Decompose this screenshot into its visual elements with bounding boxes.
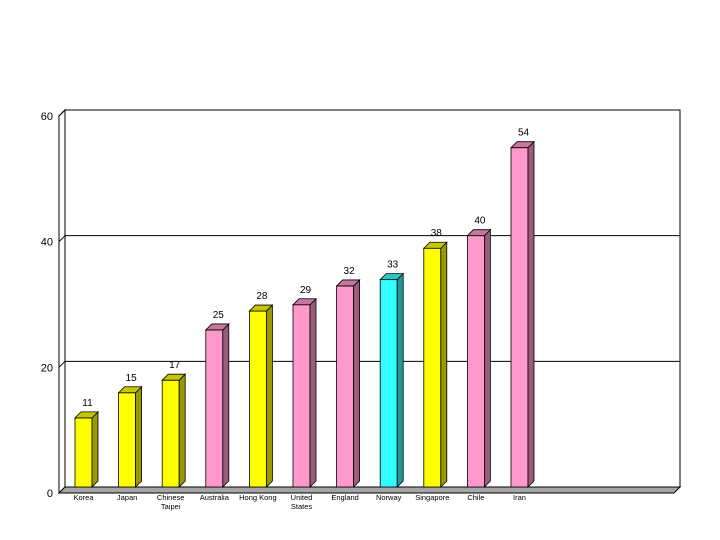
bar-front [510,147,529,488]
bar-side [309,297,317,488]
data-label: 28 [256,291,268,302]
x-tick-label: Chile [467,493,484,502]
plot-frame [57,108,682,495]
bar-top [335,279,361,287]
data-label: 54 [518,128,530,139]
bar-side [396,272,404,488]
bar-front [205,329,224,488]
y-tick-label: 20 [41,362,53,374]
data-labels: 11 15 17 25 28 29 32 33 38 40 54 [82,128,529,409]
bar [248,304,274,488]
y-tick-label: 0 [47,488,53,500]
bar-side [440,241,448,488]
bar-front [118,392,136,488]
side-wall [58,108,66,495]
bar [422,241,448,488]
floor [57,486,682,494]
bar-side [178,373,186,488]
data-label: 29 [300,285,312,296]
bar [379,272,405,488]
bar [292,297,317,488]
gridline-side [58,235,66,243]
y-tick-label: 60 [41,111,53,123]
bar-top [379,273,405,281]
bar-top [510,141,535,149]
back-wall [64,109,681,488]
bar-front [74,417,93,488]
gridline-side [58,109,66,117]
bar-front [423,247,442,488]
bar [74,410,99,488]
bar [466,228,492,488]
x-tick-label: Korea [73,493,94,502]
gridlines [58,109,680,368]
bar-front [466,235,485,488]
bar-top [117,386,143,394]
bar [204,322,230,488]
data-label: 32 [344,266,356,277]
bar-side [527,140,535,488]
bar-top [466,229,492,237]
y-axis-ticks: 0 20 40 60 [41,111,53,500]
bar-top [248,304,274,312]
data-label: 15 [126,373,138,384]
data-label: 11 [82,398,93,409]
data-label: 40 [474,216,486,227]
bar-top [204,323,230,331]
bar [117,385,143,488]
bar-top [161,373,187,381]
bar-front [336,285,355,488]
x-tick-label: Chinese Taipei [157,493,185,511]
x-tick-label: England [331,493,359,502]
data-label: 17 [169,360,181,371]
bar-front [379,279,398,488]
bar-side [353,278,360,488]
data-label: 33 [387,260,399,271]
x-tick-label: Hong Kong [239,493,277,502]
y-tick-label: 40 [41,237,53,249]
bar-top [292,298,317,306]
bar [161,373,187,488]
x-axis-ticks: Korea Japan Chinese Taipei Australia Hong Kon… [73,493,525,511]
bar-side [91,410,99,488]
bar [335,278,361,488]
data-label: 25 [213,310,225,321]
bar-side [484,228,491,488]
bar-front [248,310,267,488]
bar-side [135,385,142,488]
x-tick-label: Singapore [415,493,449,502]
bar-top [74,411,99,419]
data-label: 38 [431,228,443,239]
bar-front [161,379,180,488]
x-tick-label: Australia [200,493,230,502]
bar-top [422,241,448,249]
x-tick-label: Norway [376,493,402,502]
bars [74,140,535,488]
bar-side [222,322,230,488]
x-tick-label: Japan [117,493,137,502]
gridline-side [58,360,66,368]
bar [510,140,535,488]
x-tick-label: Iran [513,493,526,502]
bar-front [292,304,311,488]
bar-side [266,304,273,488]
x-tick-label: United States [291,493,313,511]
